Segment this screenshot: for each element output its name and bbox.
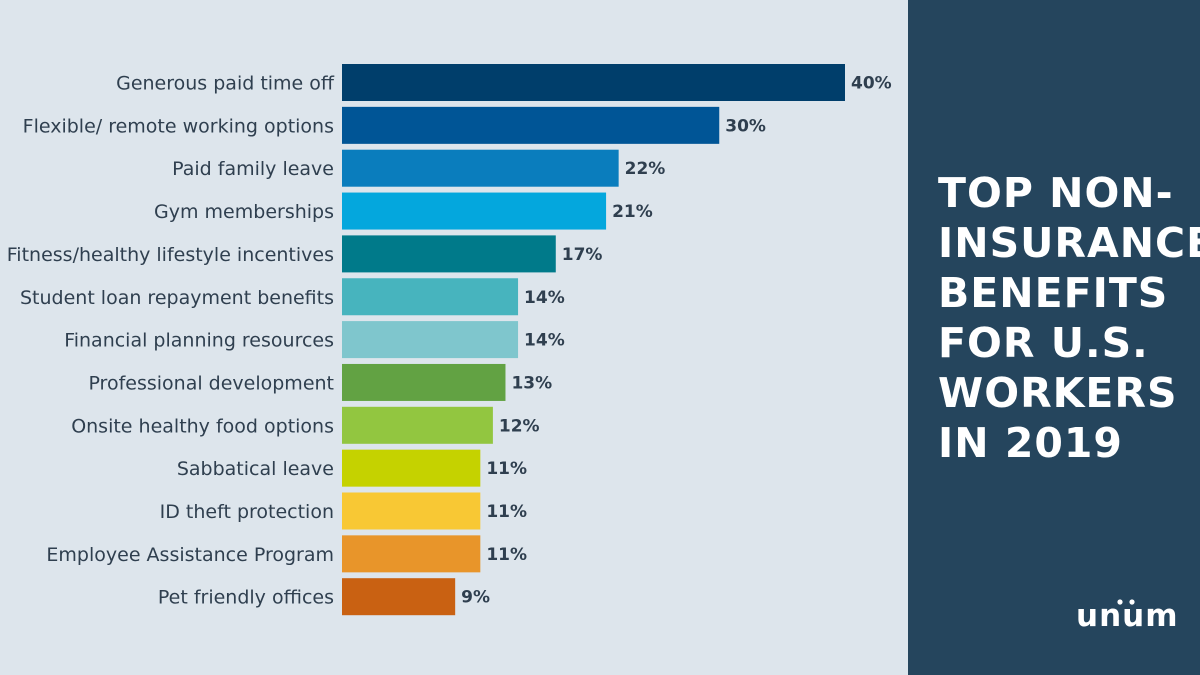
unum-logo: unum [1076, 598, 1179, 634]
bar [342, 535, 481, 573]
value-label: 22% [625, 159, 666, 179]
value-label: 11% [486, 459, 527, 479]
value-label: 14% [524, 331, 565, 351]
category-label: Paid family leave [172, 158, 334, 180]
category-label: Student loan repayment benefits [20, 287, 334, 309]
value-label: 11% [486, 502, 527, 522]
category-label: Pet friendly offices [158, 587, 334, 609]
value-label: 13% [511, 373, 552, 393]
value-label: 21% [612, 202, 653, 222]
value-label: 11% [486, 545, 527, 565]
category-label: Fitness/healthy lifestyle incentives [7, 244, 334, 266]
bar [342, 278, 519, 316]
bar [342, 64, 845, 101]
chart-area: Generous paid time off 40% Flexible/ remot… [6, 64, 892, 616]
value-label: 9% [461, 588, 490, 608]
bar [342, 492, 481, 530]
bar [342, 235, 556, 273]
category-label: Gym memberships [154, 201, 334, 223]
value-label: 40% [851, 74, 892, 94]
value-label: 30% [725, 116, 766, 136]
category-label: Employee Assistance Program [46, 544, 334, 566]
bar [342, 149, 619, 187]
category-label: Onsite healthy food options [71, 415, 334, 437]
bar-chart: Generous paid time off 40% Flexible/ remot… [7, 64, 892, 616]
bar [342, 578, 456, 616]
category-label: Flexible/ remote working options [23, 115, 334, 137]
category-label: Financial planning resources [64, 330, 334, 352]
bar [342, 406, 493, 444]
value-label: 12% [499, 416, 540, 436]
value-label: 17% [562, 245, 603, 265]
bar [342, 321, 519, 359]
category-label: ID theft protection [160, 501, 334, 523]
bar [342, 449, 481, 487]
bar [342, 363, 506, 401]
logo-dots-icon [1117, 599, 1135, 605]
category-label: Professional development [88, 372, 334, 394]
value-label: 14% [524, 288, 565, 308]
bar [342, 192, 607, 230]
logo-text: unum [1076, 598, 1179, 634]
chart-title: TOP NON-INSURANCE BENEFITS FOR U.S. WORK… [938, 169, 1200, 467]
category-label: Sabbatical leave [177, 458, 334, 480]
category-label: Generous paid time off [116, 73, 335, 95]
bar [342, 106, 720, 144]
side-panel: TOP NON-INSURANCE BENEFITS FOR U.S. WORK… [908, 0, 1200, 675]
